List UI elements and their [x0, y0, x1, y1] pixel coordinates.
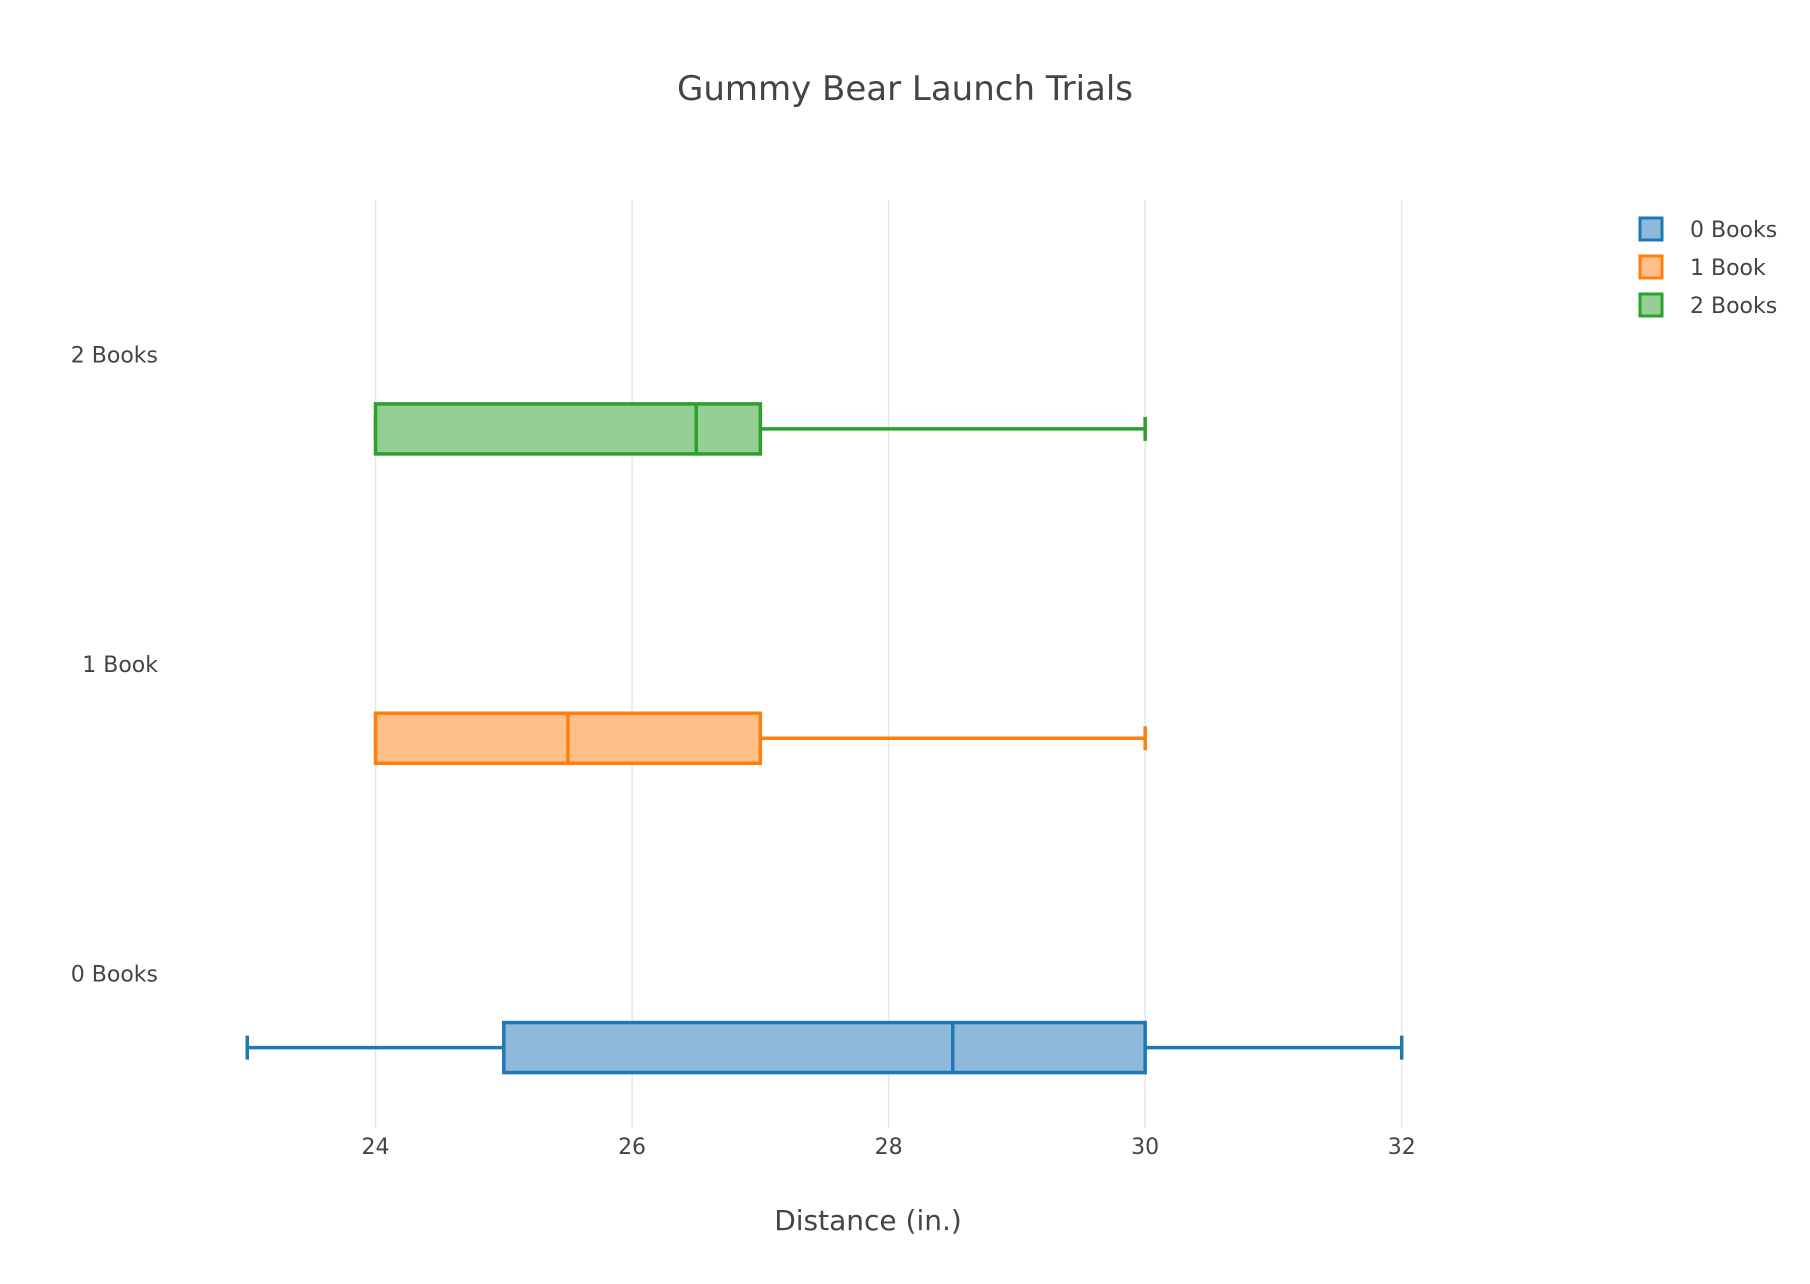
x-tick-label: 28: [875, 1135, 903, 1160]
legend-item-1-book[interactable]: 1 Book: [1638, 254, 1766, 281]
legend-item-2-books[interactable]: 2 Books: [1638, 292, 1777, 319]
iqr-box: [502, 1020, 1147, 1075]
legend-label: 1 Book: [1690, 256, 1766, 281]
x-tick-label: 24: [362, 1135, 390, 1160]
y-category-label: 0 Books: [71, 962, 158, 987]
box-0-books: [245, 1020, 1404, 1075]
y-category-label: 2 Books: [71, 344, 158, 369]
y-axis-categories: 0 Books 1 Book 2 Books: [71, 344, 158, 988]
chart-title: Gummy Bear Launch Trials: [677, 69, 1133, 109]
x-tick-label: 32: [1388, 1135, 1416, 1160]
grid-lines: [374, 200, 1403, 1128]
legend-swatch: [1638, 216, 1664, 242]
legend-swatch: [1638, 254, 1664, 280]
legend[interactable]: 0 Books 1 Book 2 Books: [1638, 216, 1777, 319]
legend-swatch: [1638, 292, 1664, 318]
box-2-books: [373, 402, 1147, 456]
iqr-box: [373, 402, 763, 456]
x-tick-label: 30: [1131, 1135, 1159, 1160]
boxes: [245, 402, 1404, 1075]
x-tick-label: 26: [618, 1135, 646, 1160]
legend-label: 0 Books: [1690, 218, 1777, 243]
legend-item-0-books[interactable]: 0 Books: [1638, 216, 1777, 243]
x-axis-label: Distance (in.): [774, 1204, 962, 1237]
box-1-book: [373, 711, 1147, 765]
x-axis-ticks: 24 26 28 30 32: [362, 1135, 1416, 1160]
legend-label: 2 Books: [1690, 294, 1777, 319]
y-category-label: 1 Book: [82, 653, 158, 678]
